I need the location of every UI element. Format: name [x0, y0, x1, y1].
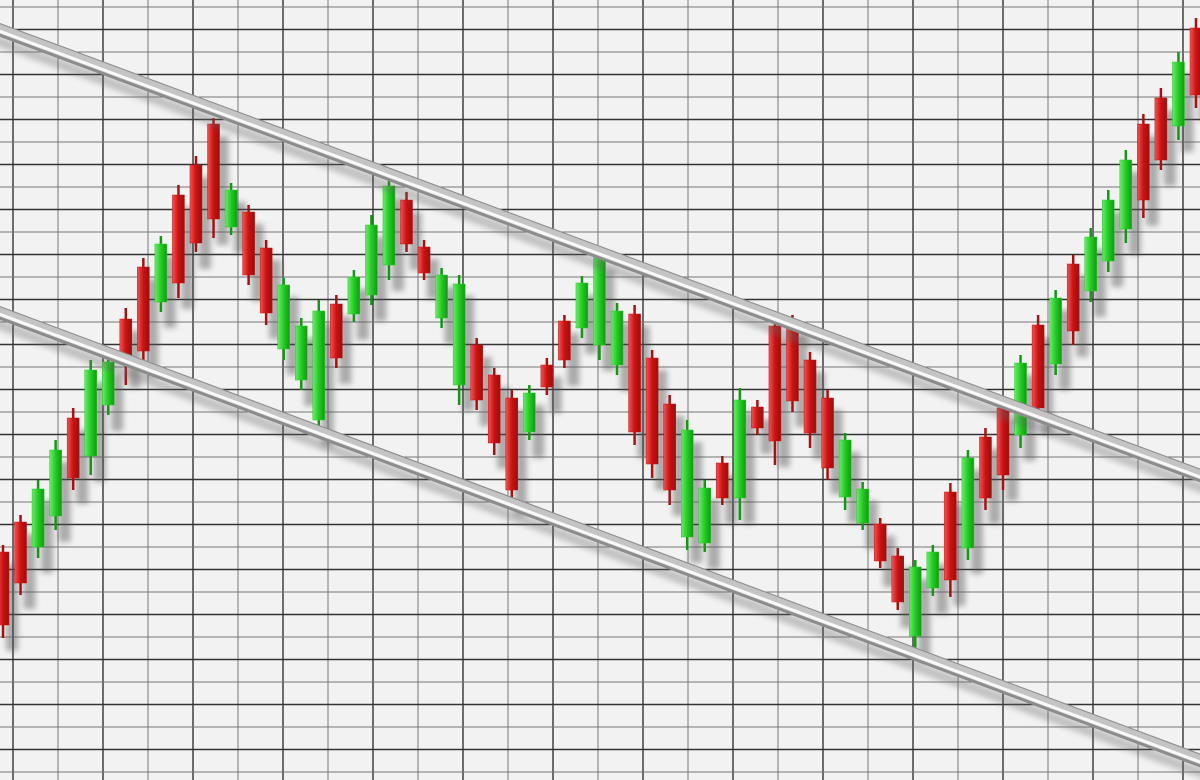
candle-body — [1119, 159, 1133, 230]
candle-body — [716, 462, 729, 499]
candle-body — [417, 246, 431, 274]
candle-body — [1102, 199, 1115, 262]
candle-body — [224, 189, 238, 228]
candle-body — [838, 439, 852, 498]
candles — [0, 18, 1200, 650]
candle-body — [207, 123, 220, 220]
candle-body — [856, 488, 869, 524]
candle-body — [944, 491, 957, 581]
trendline-body — [0, 24, 1200, 480]
candle-body — [242, 211, 255, 276]
trendlines — [0, 22, 1200, 778]
candle-body — [558, 320, 571, 361]
trendline-upper-channel — [0, 22, 1200, 493]
candle-body — [452, 283, 466, 386]
candle-body — [347, 276, 361, 315]
candle-body — [698, 487, 712, 544]
candle-body — [259, 247, 273, 314]
candle-body — [470, 344, 483, 401]
candle-body — [540, 364, 554, 388]
candle-body — [154, 243, 168, 303]
candle-body — [365, 224, 378, 296]
candle-body — [435, 274, 448, 319]
candle-body — [873, 523, 887, 562]
candle-body — [751, 406, 764, 429]
candle-body — [663, 403, 676, 491]
candle-body — [14, 521, 27, 584]
trendline-shadow — [0, 36, 1200, 493]
candle-body — [505, 397, 519, 491]
candle-body — [1172, 61, 1185, 127]
candle-body — [31, 488, 45, 548]
candle-body — [295, 325, 308, 381]
candle-body — [1031, 324, 1045, 409]
candle-body — [1154, 97, 1168, 161]
candle-body — [821, 397, 834, 469]
candle-body — [84, 369, 97, 457]
candle-body — [312, 310, 326, 421]
candle-body — [1049, 297, 1062, 365]
candle-body — [645, 357, 659, 465]
candle-body — [680, 429, 694, 538]
candle-body — [172, 194, 185, 284]
trendline-shadow — [0, 319, 1200, 778]
candle-body — [575, 282, 589, 329]
candle-body — [0, 551, 10, 626]
candle-body — [137, 266, 150, 352]
candle-body — [277, 284, 290, 350]
candle-body — [768, 325, 782, 442]
candle-body — [909, 566, 922, 637]
candle-body — [733, 399, 747, 499]
trendline-highlight — [0, 312, 1200, 764]
candle-body — [979, 436, 992, 499]
candle-body — [1084, 236, 1097, 292]
trendline-highlight — [0, 29, 1200, 479]
trendline-lower-channel — [0, 305, 1200, 778]
candle-body — [628, 313, 641, 433]
candle-body — [1189, 27, 1200, 96]
candle-body — [400, 199, 413, 245]
candle-body — [523, 392, 536, 433]
candle-body — [330, 303, 343, 359]
trendline-body — [0, 307, 1200, 765]
candle-body — [66, 417, 80, 479]
candle-body — [891, 555, 904, 603]
candle-body — [1066, 263, 1080, 332]
candle-body — [487, 374, 501, 444]
candle-body — [189, 164, 203, 244]
candle-body — [1137, 123, 1150, 201]
candle-body — [49, 449, 62, 517]
candle-body — [961, 457, 975, 549]
candle-body — [926, 551, 940, 589]
candle-body — [803, 359, 817, 434]
candle-body — [610, 310, 624, 366]
candle-body — [382, 185, 396, 266]
